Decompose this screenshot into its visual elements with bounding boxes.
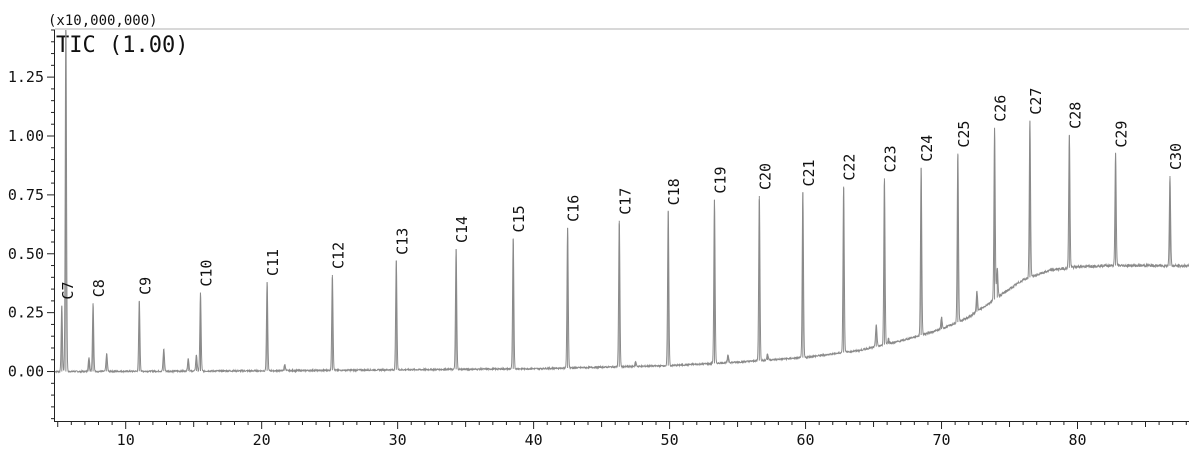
peak-label-c12: C12 xyxy=(329,242,347,269)
x-tick-label: 80 xyxy=(1068,431,1086,449)
peak-label-c10: C10 xyxy=(197,260,215,287)
y-tick-label: 1.25 xyxy=(8,68,44,86)
x-tick-label: 70 xyxy=(933,431,951,449)
peak-label-c25: C25 xyxy=(955,121,973,148)
peak-label-c24: C24 xyxy=(918,135,936,162)
y-tick-label: 0.25 xyxy=(8,304,44,322)
y-tick-label: 0.00 xyxy=(8,363,44,381)
x-tick-label: 30 xyxy=(389,431,407,449)
peak-label-c16: C16 xyxy=(565,195,583,222)
peak-label-c28: C28 xyxy=(1066,102,1084,129)
x-tick-label: 50 xyxy=(661,431,679,449)
peak-label-c19: C19 xyxy=(711,166,729,193)
peak-label-c29: C29 xyxy=(1113,121,1131,148)
peak-label-c26: C26 xyxy=(992,95,1010,122)
tic-trace xyxy=(54,29,1189,374)
y-scale-label: (x10,000,000) xyxy=(48,13,158,29)
peak-label-c21: C21 xyxy=(800,159,818,186)
peak-label-c9: C9 xyxy=(136,277,154,295)
peak-label-c18: C18 xyxy=(665,178,683,205)
axis-tick-labels: 10 20 30 40 50 60 70 80 0.00 0.25 0.50 0.75 1.00 1.25 xyxy=(8,68,1087,449)
peak-label-c8: C8 xyxy=(90,279,108,297)
x-tick-label: 10 xyxy=(117,431,135,449)
peak-label-c14: C14 xyxy=(453,216,471,243)
x-tick-label: 60 xyxy=(797,431,815,449)
peak-label-c23: C23 xyxy=(881,145,899,172)
peak-label-c13: C13 xyxy=(393,228,411,255)
x-tick-label: 40 xyxy=(525,431,543,449)
peak-labels: C7 C8 C9 C10 C11 C12 C13 C14 C15 C16 C17 C18 C19 C20 C… xyxy=(59,30,1185,372)
axis-ticks xyxy=(47,29,1187,429)
peak-label-c27: C27 xyxy=(1027,88,1045,115)
peak-label-c20: C20 xyxy=(756,163,774,190)
y-tick-label: 0.50 xyxy=(8,245,44,263)
x-tick-label: 20 xyxy=(253,431,271,449)
peak-label-c11: C11 xyxy=(264,249,282,276)
peak-label-c17: C17 xyxy=(616,188,634,215)
peak-label-c15: C15 xyxy=(510,205,528,232)
y-tick-label: 0.75 xyxy=(8,186,44,204)
peak-label-c7: C7 xyxy=(59,282,77,300)
chart-title: TIC (1.00) xyxy=(56,33,188,58)
peak-label-c30: C30 xyxy=(1167,143,1185,170)
y-tick-label: 1.00 xyxy=(8,127,44,145)
peak-label-c22: C22 xyxy=(841,154,859,181)
